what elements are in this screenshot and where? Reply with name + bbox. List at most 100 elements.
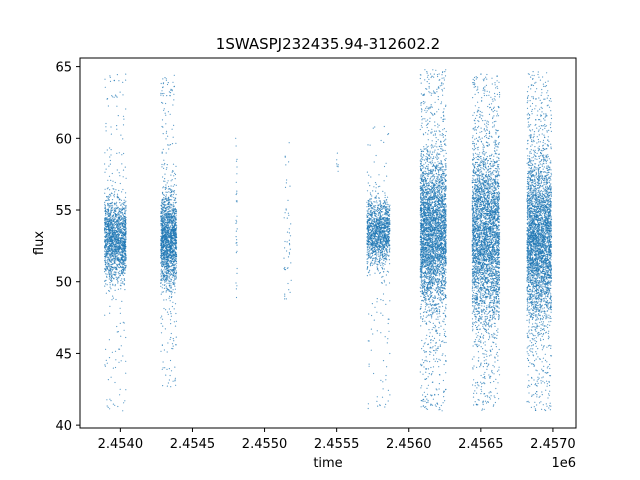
data-point (375, 196, 377, 198)
data-point (373, 218, 376, 220)
data-point (367, 261, 369, 263)
data-point (108, 263, 110, 265)
data-point (104, 206, 106, 208)
data-point (123, 215, 125, 218)
data-point (123, 220, 126, 222)
data-point (379, 257, 381, 259)
data-point (119, 215, 121, 217)
data-point (381, 237, 383, 239)
data-point (107, 199, 109, 201)
data-point (166, 266, 168, 268)
data-point (171, 232, 173, 234)
data-point (167, 197, 169, 199)
data-point (378, 222, 380, 224)
data-point (108, 175, 111, 177)
data-point (376, 330, 378, 332)
data-point (379, 221, 381, 223)
data-point (169, 295, 171, 297)
data-point (111, 351, 113, 353)
data-point (114, 350, 117, 352)
data-point (115, 298, 117, 301)
data-point (114, 230, 116, 232)
data-point (374, 230, 376, 232)
data-point (117, 250, 119, 253)
data-point (106, 196, 108, 198)
data-point (105, 234, 107, 237)
data-point (119, 91, 121, 93)
data-point (115, 266, 117, 268)
data-point (286, 250, 288, 252)
data-point (383, 251, 385, 253)
data-point (164, 238, 166, 240)
data-point (112, 367, 114, 369)
data-point (161, 163, 163, 166)
data-point (114, 366, 117, 369)
data-point (122, 218, 124, 220)
data-point (388, 282, 391, 284)
data-point (171, 213, 173, 215)
data-point (164, 243, 166, 245)
data-point (382, 244, 384, 246)
data-point (174, 252, 176, 254)
data-point (375, 218, 377, 220)
data-point (116, 265, 118, 267)
data-point (115, 246, 117, 248)
data-point (168, 279, 170, 281)
data-point (117, 281, 119, 283)
data-point (107, 179, 109, 181)
data-point (173, 250, 175, 252)
data-point (383, 244, 386, 246)
data-point (165, 168, 167, 170)
data-point (110, 195, 112, 197)
data-point (113, 203, 115, 205)
data-point (235, 230, 237, 232)
data-point (104, 207, 107, 209)
data-point (122, 281, 124, 283)
data-point (378, 260, 380, 262)
data-point (385, 255, 387, 257)
data-point (115, 237, 117, 239)
data-point (165, 209, 167, 212)
data-point (163, 108, 165, 110)
data-point (122, 246, 124, 248)
data-point (167, 203, 169, 205)
data-point (107, 239, 109, 241)
data-point (109, 271, 111, 273)
data-point (106, 216, 108, 218)
data-point (116, 220, 118, 223)
data-point (169, 222, 171, 224)
data-point (109, 225, 111, 227)
data-point (171, 196, 173, 198)
data-point (174, 238, 176, 240)
data-point (114, 221, 116, 223)
data-point (161, 166, 163, 168)
data-point (163, 180, 165, 182)
data-point (175, 209, 177, 211)
data-point (108, 235, 110, 237)
data-point (107, 234, 109, 236)
data-point (162, 291, 165, 293)
data-point (384, 263, 386, 265)
data-point (169, 274, 171, 277)
data-point (379, 272, 381, 274)
data-point (122, 223, 124, 225)
data-point (375, 205, 377, 207)
data-point (169, 92, 172, 94)
data-point (108, 240, 110, 243)
data-point (124, 272, 126, 274)
data-point (104, 163, 106, 165)
data-point (284, 155, 286, 157)
data-point (119, 228, 121, 230)
data-point (112, 230, 114, 233)
data-point (108, 204, 110, 207)
data-point (165, 279, 167, 281)
data-point (116, 269, 118, 271)
data-point (385, 213, 387, 215)
data-point (107, 261, 109, 263)
data-point (118, 235, 120, 237)
data-point (124, 268, 126, 270)
data-point (117, 263, 119, 265)
data-point (120, 282, 122, 284)
data-point (382, 223, 384, 225)
data-point (112, 251, 114, 253)
